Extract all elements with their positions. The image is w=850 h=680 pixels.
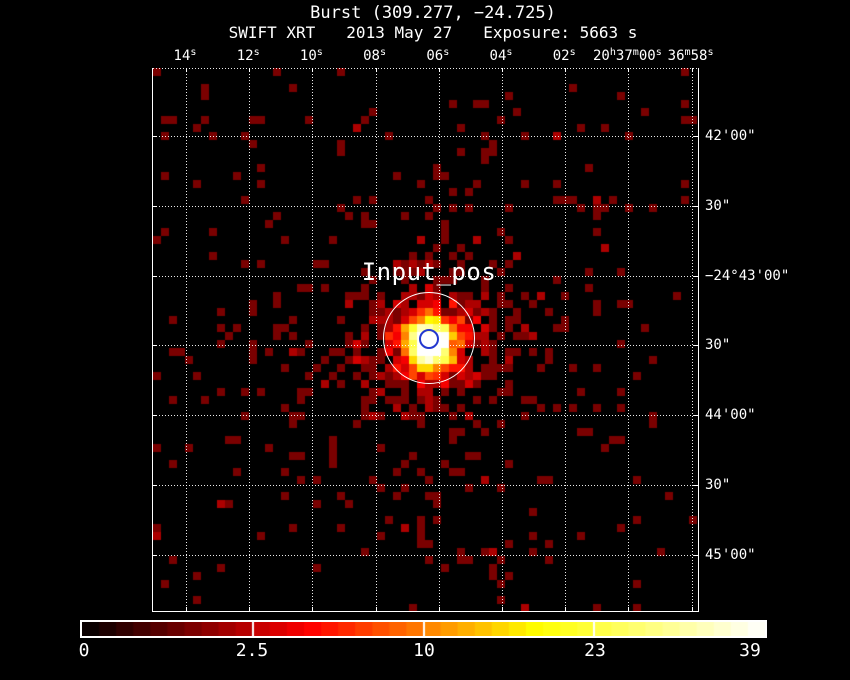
tick-mark <box>312 607 314 611</box>
tick-mark <box>153 345 157 347</box>
ra-tick-label: 06s <box>426 47 450 64</box>
tick-mark <box>694 485 698 486</box>
tick-mark <box>153 205 157 207</box>
tick-mark <box>694 136 698 137</box>
input-pos-circle <box>383 292 475 384</box>
observation-date: 2013 May 27 <box>346 23 453 42</box>
grid-line <box>249 68 251 611</box>
input-pos-center-marker <box>419 329 439 349</box>
page-subtitle: SWIFT XRT 2013 May 27 Exposure: 5663 s <box>8 23 850 42</box>
grid-line <box>153 68 698 69</box>
tick-mark <box>312 68 314 72</box>
grid-line <box>691 68 693 611</box>
tick-mark <box>565 607 567 611</box>
grid-line <box>186 68 187 611</box>
tick-mark <box>628 68 630 72</box>
tick-mark <box>628 607 630 611</box>
exposure-label: Exposure: 5663 s <box>483 23 638 42</box>
tick-mark <box>186 68 187 72</box>
tick-mark <box>694 275 698 277</box>
tick-mark <box>691 607 693 611</box>
grid-line <box>153 485 698 486</box>
tick-mark <box>502 607 503 611</box>
tick-mark <box>694 345 698 347</box>
tick-mark <box>153 554 157 556</box>
tick-mark <box>694 205 698 207</box>
dec-tick-label: 44'00" <box>705 407 756 424</box>
colorbar <box>80 620 767 638</box>
dec-tick-label: 30" <box>705 197 731 214</box>
grid-line <box>153 554 698 556</box>
dec-tick-label: −24°43'00" <box>705 267 790 284</box>
ra-tick-label: 12s <box>236 47 260 64</box>
colorbar-tick-label: 39 <box>739 640 761 661</box>
input-pos-label: Input_pos <box>361 258 497 286</box>
grid-line <box>153 415 698 417</box>
colorbar-tick-label: 2.5 <box>235 640 269 661</box>
grid-line <box>312 68 314 611</box>
ra-tick-label: 14s <box>173 47 197 64</box>
grid-line <box>375 68 377 611</box>
ra-tick-label: 08s <box>363 47 387 64</box>
tick-mark <box>438 607 440 611</box>
colorbar-gradient-canvas <box>82 622 765 636</box>
grid-line <box>565 68 567 611</box>
tick-mark <box>186 607 187 611</box>
colorbar-tick-label: 10 <box>413 640 435 661</box>
dec-tick-label: 30" <box>705 477 731 493</box>
tick-mark <box>249 68 251 72</box>
colorbar-tick-label: 0 <box>78 640 90 661</box>
tick-mark <box>375 68 377 72</box>
tick-mark <box>694 415 698 417</box>
tick-mark <box>153 275 157 277</box>
dec-tick-label: 45'00" <box>705 546 756 563</box>
sky-image-frame: Input_pos <box>152 68 699 612</box>
page-title: Burst (309.277, −24.725) <box>310 3 556 23</box>
grid-line <box>502 68 503 611</box>
tick-mark <box>438 68 440 72</box>
grid-line <box>153 275 698 277</box>
ra-tick-label: 02s <box>552 47 576 64</box>
grid-line <box>153 136 698 137</box>
tick-mark <box>691 68 693 72</box>
tick-mark <box>375 607 377 611</box>
tick-mark <box>694 554 698 556</box>
ra-tick-label: 10s <box>299 47 323 64</box>
ra-tick-label: 20h37m00s <box>592 47 662 64</box>
dec-tick-label: 42'00" <box>705 128 756 144</box>
tick-mark <box>153 136 157 137</box>
ra-tick-label: 36m58s <box>667 47 714 64</box>
tick-mark <box>502 68 503 72</box>
tick-mark <box>565 68 567 72</box>
tick-mark <box>249 607 251 611</box>
grid-line <box>628 68 630 611</box>
tick-mark <box>153 415 157 417</box>
instrument-label: SWIFT XRT <box>228 23 316 42</box>
grid-line <box>153 205 698 207</box>
dec-tick-label: 30" <box>705 337 731 354</box>
tick-mark <box>153 485 157 486</box>
ra-tick-label: 04s <box>489 47 513 64</box>
colorbar-tick-label: 23 <box>584 640 606 661</box>
